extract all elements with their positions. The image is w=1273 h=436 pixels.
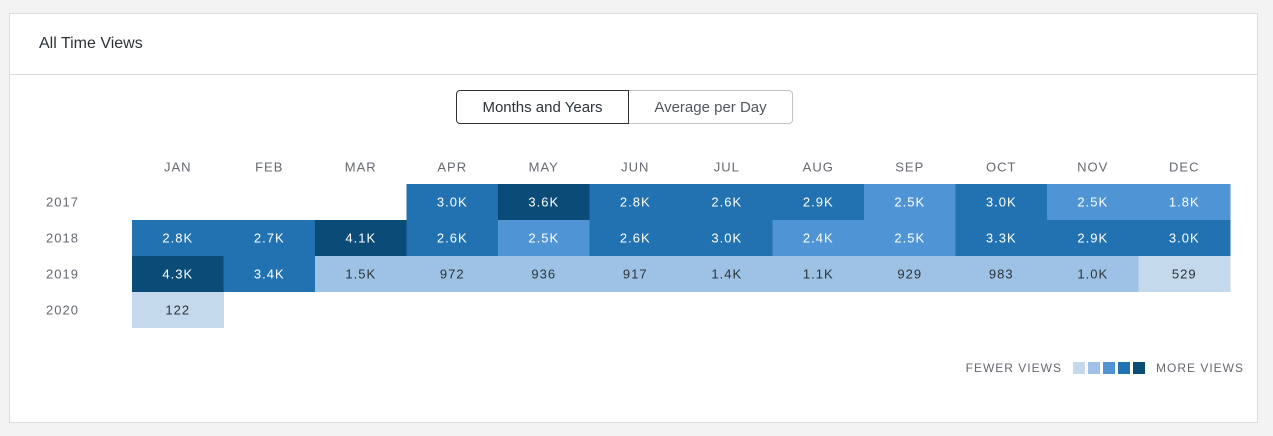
months-and-years-button[interactable]: Months and Years — [456, 90, 629, 124]
heatmap-cell-label: 983 — [989, 267, 1014, 282]
heatmap-cell-label: 3.6K — [528, 195, 559, 210]
heatmap-cell-2017-may[interactable] — [498, 184, 590, 220]
month-label-feb: FEB — [255, 160, 283, 175]
heatmap-cell-2017-aug[interactable] — [772, 184, 865, 220]
legend-swatch-4 — [1132, 362, 1145, 374]
heatmap-cell-label: 1.8K — [1169, 195, 1200, 210]
heatmap-cell-label: 2.7K — [254, 231, 285, 246]
heatmap-legend: FEWER VIEWS MORE VIEWS — [966, 361, 1244, 375]
view-mode-toggle: Months and Years Average per Day — [456, 90, 793, 124]
heatmap-cell-2019-sep[interactable] — [864, 256, 956, 292]
heatmap-cell-label: 917 — [623, 267, 648, 282]
month-label-may: MAY — [529, 160, 559, 175]
month-label-jan: JAN — [164, 160, 192, 175]
heatmap-cell-label: 2.9K — [1077, 231, 1108, 246]
heatmap-cell-label: 936 — [531, 267, 556, 282]
heatmap-cell-2018-oct[interactable] — [955, 220, 1048, 256]
heatmap-cell-2018-may[interactable] — [498, 220, 590, 256]
month-label-mar: MAR — [345, 160, 377, 175]
month-label-jul: JUL — [714, 160, 740, 175]
heatmap-cell-2020-jan[interactable] — [132, 292, 224, 328]
heatmap-cell-label: 1.1K — [803, 267, 834, 282]
heatmap-cell-2019-jul[interactable] — [681, 256, 773, 292]
heatmap-cell-2017-sep[interactable] — [864, 184, 956, 220]
heatmap-cell-label: 4.1K — [345, 231, 376, 246]
heatmap-cell-2017-jun[interactable] — [589, 184, 682, 220]
heatmap-cell-label: 2.9K — [803, 195, 834, 210]
heatmap-cell-2018-jun[interactable] — [589, 220, 682, 256]
heatmap-cell-2019-may[interactable] — [498, 256, 590, 292]
heatmap-cell-label: 2.5K — [1077, 195, 1108, 210]
heatmap-cell-2018-mar[interactable] — [315, 220, 407, 256]
heatmap-cell-label: 3.0K — [986, 195, 1017, 210]
heatmap-cell-label: 929 — [897, 267, 922, 282]
card-title: All Time Views — [39, 35, 143, 52]
heatmap-cell-2017-dec[interactable] — [1138, 184, 1231, 220]
heatmap-cell-2019-dec[interactable] — [1138, 256, 1231, 292]
heatmap-cell-2018-jan[interactable] — [132, 220, 224, 256]
month-label-apr: APR — [437, 160, 467, 175]
heatmap-cell-2019-feb[interactable] — [223, 256, 316, 292]
heatmap-cell-2018-nov[interactable] — [1047, 220, 1139, 256]
legend-swatch-2 — [1102, 362, 1115, 374]
month-label-nov: NOV — [1077, 160, 1108, 175]
heatmap-cell-2019-oct[interactable] — [955, 256, 1048, 292]
heatmap-cell-label: 2.5K — [894, 231, 925, 246]
heatmap-cell-2019-jun[interactable] — [589, 256, 682, 292]
heatmap-cell-label: 2.8K — [162, 231, 193, 246]
heatmap-cell-label: 3.0K — [1169, 231, 1200, 246]
heatmap-cell-2019-aug[interactable] — [772, 256, 865, 292]
heatmap-cell-2018-jul[interactable] — [681, 220, 773, 256]
heatmap-cell-2017-nov[interactable] — [1047, 184, 1139, 220]
year-label-2017: 2017 — [46, 195, 79, 210]
legend-swatch-3 — [1117, 362, 1130, 374]
heatmap-cell-2019-apr[interactable] — [406, 256, 499, 292]
heatmap-cell-2018-feb[interactable] — [223, 220, 316, 256]
month-label-jun: JUN — [621, 160, 649, 175]
year-label-2018: 2018 — [46, 231, 79, 246]
month-label-dec: DEC — [1169, 160, 1199, 175]
heatmap-cell-2018-aug[interactable] — [772, 220, 865, 256]
month-label-oct: OCT — [986, 160, 1016, 175]
heatmap-cell-label: 1.0K — [1077, 267, 1108, 282]
heatmap-cell-2019-nov[interactable] — [1047, 256, 1139, 292]
heatmap-cell-label: 3.3K — [986, 231, 1017, 246]
month-label-sep: SEP — [895, 160, 924, 175]
average-per-day-button[interactable]: Average per Day — [629, 90, 793, 124]
heatmap-cell-2017-apr[interactable] — [406, 184, 499, 220]
legend-more-label: MORE VIEWS — [1155, 361, 1244, 375]
year-label-2020: 2020 — [46, 303, 79, 318]
heatmap-cell-label: 2.4K — [803, 231, 834, 246]
heatmap-cell-label: 2.6K — [437, 231, 468, 246]
month-label-aug: AUG — [803, 160, 834, 175]
year-label-2019: 2019 — [46, 267, 79, 282]
heatmap-cell-label: 2.6K — [620, 231, 651, 246]
heatmap-cell-label: 972 — [440, 267, 465, 282]
legend-swatch-1 — [1087, 362, 1100, 374]
heatmap-cell-2019-jan[interactable] — [132, 256, 224, 292]
heatmap-cell-2017-jul[interactable] — [681, 184, 773, 220]
heatmap-cell-label: 3.0K — [437, 195, 468, 210]
legend-swatches — [1072, 362, 1145, 374]
heatmap-cell-label: 3.4K — [254, 267, 285, 282]
heatmap-cell-label: 2.8K — [620, 195, 651, 210]
heatmap-cell-2018-dec[interactable] — [1138, 220, 1231, 256]
heatmap-cell-label: 2.5K — [894, 195, 925, 210]
card-header: All Time Views — [10, 14, 1257, 75]
heatmap-cell-label: 122 — [165, 303, 190, 318]
heatmap-cell-label: 1.4K — [711, 267, 742, 282]
heatmap-cell-label: 4.3K — [162, 267, 193, 282]
heatmap-cell-2018-apr[interactable] — [406, 220, 499, 256]
heatmap-cell-label: 2.6K — [711, 195, 742, 210]
legend-fewer-label: FEWER VIEWS — [965, 361, 1062, 375]
legend-swatch-0 — [1072, 362, 1085, 374]
heatmap-cell-2017-oct[interactable] — [955, 184, 1048, 220]
heatmap-cell-label: 3.0K — [711, 231, 742, 246]
heatmap-cell-label: 1.5K — [345, 267, 376, 282]
heatmap-cell-2019-mar[interactable] — [315, 256, 407, 292]
heatmap-cell-label: 529 — [1172, 267, 1197, 282]
heatmap-cell-label: 2.5K — [528, 231, 559, 246]
heatmap-cell-2018-sep[interactable] — [864, 220, 956, 256]
